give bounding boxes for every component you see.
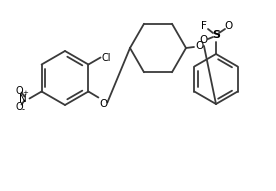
Text: -: - bbox=[22, 105, 25, 114]
Text: O: O bbox=[16, 101, 23, 112]
Text: S: S bbox=[212, 30, 220, 40]
Text: N: N bbox=[19, 94, 26, 104]
Text: O: O bbox=[99, 99, 108, 108]
Text: O: O bbox=[16, 86, 23, 96]
Text: +: + bbox=[23, 90, 28, 96]
Text: F: F bbox=[201, 21, 207, 31]
Text: Cl: Cl bbox=[102, 53, 111, 62]
Text: O: O bbox=[224, 21, 232, 31]
Text: O: O bbox=[195, 41, 203, 51]
Text: O: O bbox=[199, 35, 207, 45]
